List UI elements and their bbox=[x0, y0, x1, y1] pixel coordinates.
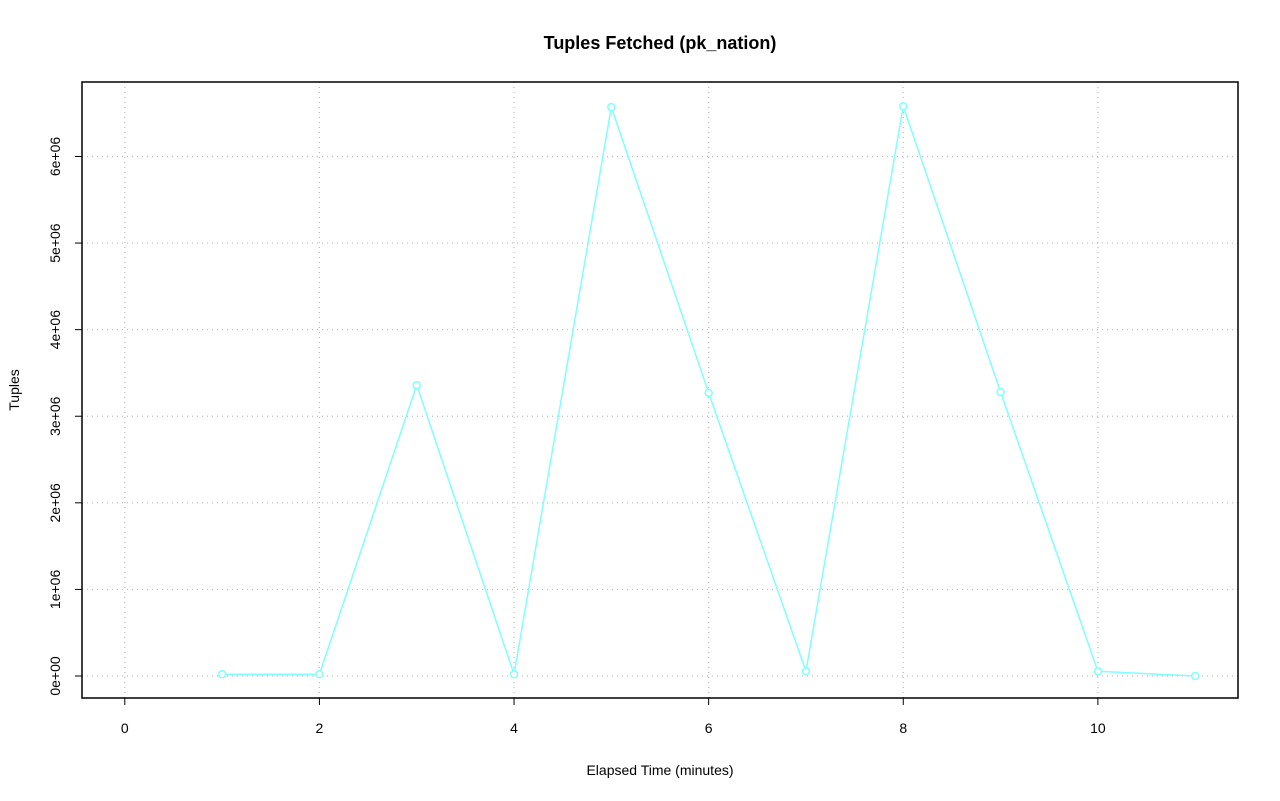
x-tick-label: 2 bbox=[316, 720, 324, 736]
x-axis-label: Elapsed Time (minutes) bbox=[586, 762, 733, 778]
data-point bbox=[607, 102, 616, 112]
data-point bbox=[412, 380, 421, 390]
plot-frame bbox=[81, 81, 1239, 699]
x-tick-label: 4 bbox=[510, 720, 518, 736]
data-point bbox=[509, 670, 519, 679]
data-point bbox=[996, 387, 1005, 397]
data-point bbox=[1190, 671, 1200, 681]
x-tick-label: 0 bbox=[121, 720, 129, 736]
y-tick-label: 6e+06 bbox=[47, 137, 63, 177]
data-point bbox=[1093, 666, 1103, 676]
y-tick-label: 1e+06 bbox=[47, 570, 63, 610]
y-tick-label: 0e+00 bbox=[47, 656, 63, 696]
y-axis-label: Tuples bbox=[6, 369, 22, 411]
data-point bbox=[217, 670, 227, 679]
y-tick-label: 4e+06 bbox=[47, 310, 63, 350]
x-tick-label: 6 bbox=[705, 720, 713, 736]
y-tick-label: 2e+06 bbox=[47, 483, 63, 523]
data-point bbox=[315, 670, 324, 679]
x-tick-label: 10 bbox=[1090, 720, 1106, 736]
data-point bbox=[801, 666, 811, 676]
x-tick-label: 8 bbox=[899, 720, 907, 736]
y-tick-label: 3e+06 bbox=[47, 396, 63, 436]
data-point bbox=[899, 101, 908, 111]
data-point bbox=[704, 388, 713, 398]
chart-title: Tuples Fetched (pk_nation) bbox=[544, 33, 777, 53]
y-tick-label: 5e+06 bbox=[47, 223, 63, 263]
